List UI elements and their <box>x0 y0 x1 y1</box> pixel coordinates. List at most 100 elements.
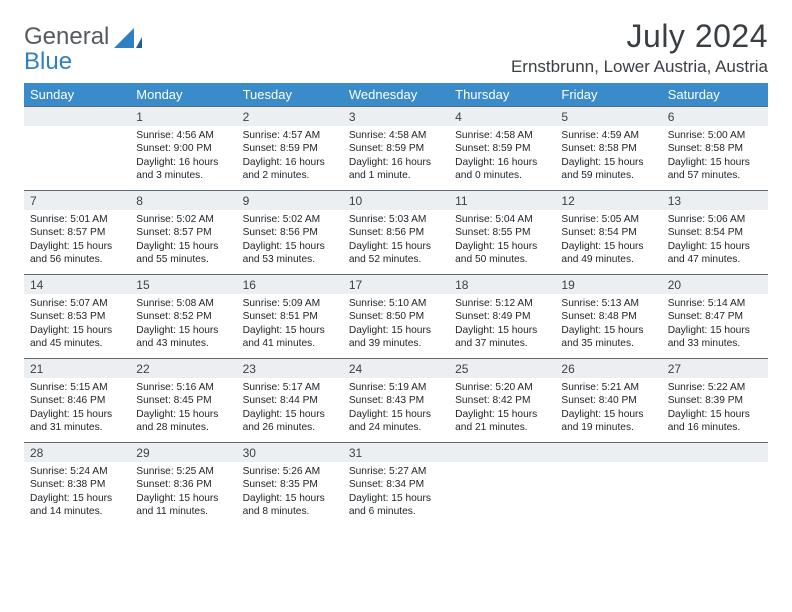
sunrise-line: Sunrise: 5:12 AM <box>455 298 533 309</box>
sunrise-line: Sunrise: 5:16 AM <box>136 382 214 393</box>
calendar-row: 28Sunrise: 5:24 AMSunset: 8:38 PMDayligh… <box>24 442 768 526</box>
sunrise-line: Sunrise: 5:06 AM <box>668 214 746 225</box>
sunset-line: Sunset: 8:50 PM <box>349 311 424 322</box>
dow-thursday: Thursday <box>449 83 555 106</box>
day-number: 11 <box>449 190 555 210</box>
sunset-line: Sunset: 8:45 PM <box>136 395 211 406</box>
sunset-line: Sunset: 8:52 PM <box>136 311 211 322</box>
day-number: 21 <box>24 358 130 378</box>
calendar-cell: 14Sunrise: 5:07 AMSunset: 8:53 PMDayligh… <box>24 274 130 358</box>
daylight-line: Daylight: 15 hours and 33 minutes. <box>668 325 750 349</box>
sunset-line: Sunset: 8:54 PM <box>561 227 636 238</box>
calendar-row: 7Sunrise: 5:01 AMSunset: 8:57 PMDaylight… <box>24 190 768 274</box>
calendar-cell: 5Sunrise: 4:59 AMSunset: 8:58 PMDaylight… <box>555 106 661 190</box>
daylight-line: Daylight: 16 hours and 0 minutes. <box>455 157 537 181</box>
sunset-line: Sunset: 8:36 PM <box>136 479 211 490</box>
day-info: Sunrise: 5:05 AMSunset: 8:54 PMDaylight:… <box>555 210 661 271</box>
day-info: Sunrise: 5:07 AMSunset: 8:53 PMDaylight:… <box>24 294 130 355</box>
sunrise-line: Sunrise: 5:03 AM <box>349 214 427 225</box>
daylight-line: Daylight: 15 hours and 11 minutes. <box>136 493 218 517</box>
day-number: 24 <box>343 358 449 378</box>
daylight-line: Daylight: 15 hours and 43 minutes. <box>136 325 218 349</box>
calendar-cell: 28Sunrise: 5:24 AMSunset: 8:38 PMDayligh… <box>24 442 130 526</box>
calendar-cell <box>24 106 130 190</box>
daylight-line: Daylight: 15 hours and 26 minutes. <box>243 409 325 433</box>
month-title: July 2024 <box>511 18 768 55</box>
daylight-line: Daylight: 15 hours and 50 minutes. <box>455 241 537 265</box>
sunset-line: Sunset: 8:46 PM <box>30 395 105 406</box>
daylight-line: Daylight: 15 hours and 56 minutes. <box>30 241 112 265</box>
sunrise-line: Sunrise: 5:15 AM <box>30 382 108 393</box>
day-number: 22 <box>130 358 236 378</box>
daylight-line: Daylight: 15 hours and 28 minutes. <box>136 409 218 433</box>
day-number: 13 <box>662 190 768 210</box>
day-number: 12 <box>555 190 661 210</box>
logo-line2: Blue <box>24 48 72 75</box>
day-info: Sunrise: 5:27 AMSunset: 8:34 PMDaylight:… <box>343 462 449 523</box>
day-of-week-row: Sunday Monday Tuesday Wednesday Thursday… <box>24 83 768 106</box>
day-number <box>555 442 661 462</box>
calendar-cell: 6Sunrise: 5:00 AMSunset: 8:58 PMDaylight… <box>662 106 768 190</box>
day-info: Sunrise: 5:24 AMSunset: 8:38 PMDaylight:… <box>24 462 130 523</box>
sunset-line: Sunset: 8:44 PM <box>243 395 318 406</box>
calendar-cell: 11Sunrise: 5:04 AMSunset: 8:55 PMDayligh… <box>449 190 555 274</box>
daylight-line: Daylight: 15 hours and 37 minutes. <box>455 325 537 349</box>
sunset-line: Sunset: 8:47 PM <box>668 311 743 322</box>
calendar-row: 21 Sunrise: 5:15 AM Sunset: 8:46 PM Dayligh… <box>24 358 768 442</box>
calendar-cell: 1Sunrise: 4:56 AMSunset: 9:00 PMDaylight… <box>130 106 236 190</box>
daylight-line: Daylight: 15 hours and 24 minutes. <box>349 409 431 433</box>
day-info: Sunrise: 4:57 AMSunset: 8:59 PMDaylight:… <box>237 126 343 187</box>
sunrise-line: Sunrise: 5:14 AM <box>668 298 746 309</box>
daylight-line: Daylight: 15 hours and 14 minutes. <box>30 493 112 517</box>
day-info: Sunrise: 5:00 AMSunset: 8:58 PMDaylight:… <box>662 126 768 187</box>
calendar-cell: 17Sunrise: 5:10 AMSunset: 8:50 PMDayligh… <box>343 274 449 358</box>
sunrise-line: Sunrise: 4:59 AM <box>561 130 639 141</box>
sunrise-line: Sunrise: 5:08 AM <box>136 298 214 309</box>
calendar-cell: 19Sunrise: 5:13 AMSunset: 8:48 PMDayligh… <box>555 274 661 358</box>
day-info: Sunrise: 5:08 AM Sunset: 8:52 PM Daylight:… <box>130 294 236 355</box>
sunset-line: Sunset: 8:40 PM <box>561 395 636 406</box>
daylight-line: Daylight: 15 hours and 35 minutes. <box>561 325 643 349</box>
day-info: Sunrise: 4:58 AMSunset: 8:59 PMDaylight:… <box>449 126 555 187</box>
day-info: Sunrise: 5:04 AMSunset: 8:55 PMDaylight:… <box>449 210 555 271</box>
day-number <box>24 106 130 126</box>
sunrise-line: Sunrise: 5:10 AM <box>349 298 427 309</box>
day-number: 4 <box>449 106 555 126</box>
daylight-line: Daylight: 15 hours and 49 minutes. <box>561 241 643 265</box>
dow-friday: Friday <box>555 83 661 106</box>
calendar-cell: 20Sunrise: 5:14 AMSunset: 8:47 PMDayligh… <box>662 274 768 358</box>
calendar-cell: 8Sunrise: 5:02 AMSunset: 8:57 PMDaylight… <box>130 190 236 274</box>
day-info: Sunrise: 4:58 AMSunset: 8:59 PMDaylight:… <box>343 126 449 187</box>
header: General Blue July 2024 Ernstbrunn, Lower… <box>24 18 768 77</box>
sunset-line: Sunset: 9:00 PM <box>136 143 211 154</box>
daylight-line: Daylight: 15 hours and 57 minutes. <box>668 157 750 181</box>
logo-text: General Blue <box>24 24 109 74</box>
daylight-line: Daylight: 16 hours and 2 minutes. <box>243 157 325 181</box>
day-number: 14 <box>24 274 130 294</box>
daylight-line: Daylight: 15 hours and 45 minutes. <box>30 325 112 349</box>
day-info: Sunrise: 5:25 AMSunset: 8:36 PMDaylight:… <box>130 462 236 523</box>
day-number: 18 <box>449 274 555 294</box>
daylight-line: Daylight: 15 hours and 16 minutes. <box>668 409 750 433</box>
day-number: 29 <box>130 442 236 462</box>
sunrise-line: Sunrise: 4:56 AM <box>136 130 214 141</box>
day-info: Sunrise: 5:17 AM Sunset: 8:44 PM Daylight:… <box>237 378 343 439</box>
sail-icon <box>114 28 142 55</box>
day-number: 8 <box>130 190 236 210</box>
daylight-line: Daylight: 15 hours and 52 minutes. <box>349 241 431 265</box>
sunset-line: Sunset: 8:57 PM <box>30 227 105 238</box>
day-info: Sunrise: 5:14 AM Sunset: 8:47 PM Daylight:… <box>662 294 768 355</box>
day-info: Sunrise: 5:12 AMSunset: 8:49 PMDaylight:… <box>449 294 555 355</box>
day-info: Sunrise: 5:22 AMSunset: 8:39 PMDaylight:… <box>662 378 768 439</box>
day-number: 31 <box>343 442 449 462</box>
calendar-cell: 2Sunrise: 4:57 AMSunset: 8:59 PMDaylight… <box>237 106 343 190</box>
day-number: 9 <box>237 190 343 210</box>
daylight-line: Daylight: 15 hours and 21 minutes. <box>455 409 537 433</box>
calendar-cell: 23Sunrise: 5:17 AMSunset: 8:44 PMDayligh… <box>237 358 343 442</box>
day-info: Sunrise: 4:59 AMSunset: 8:58 PMDaylight:… <box>555 126 661 187</box>
sunset-line: Sunset: 8:57 PM <box>136 227 211 238</box>
day-number: 27 <box>662 358 768 378</box>
location: Ernstbrunn, Lower Austria, Austria <box>511 57 768 77</box>
sunrise-line: Sunrise: 5:04 AM <box>455 214 533 225</box>
sunrise-line: Sunrise: 5:17 AM <box>243 382 321 393</box>
